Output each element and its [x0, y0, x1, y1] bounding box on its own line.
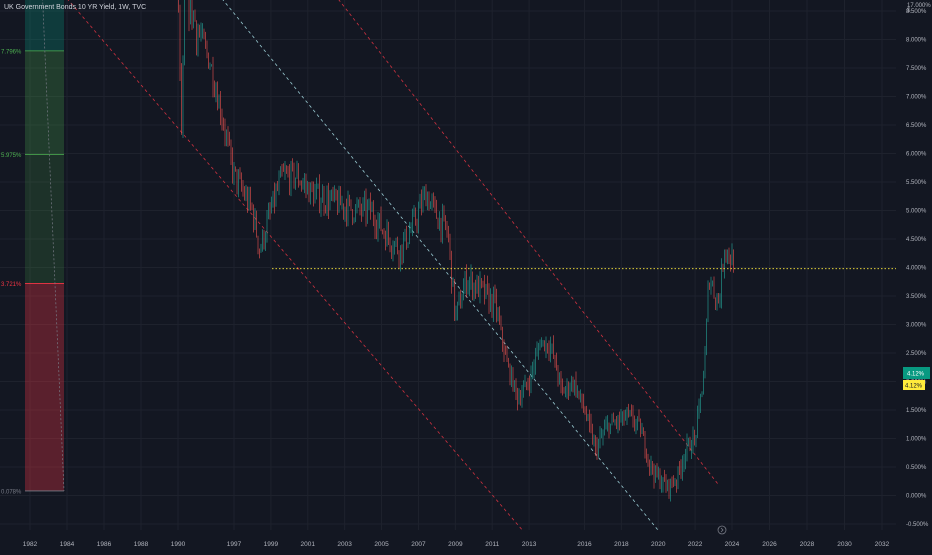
channel-lower-line [67, 0, 523, 530]
x-tick-label: 2022 [688, 541, 703, 548]
y-tick-label: 7.000% [906, 95, 927, 101]
y-tick-label: 4.000% [906, 266, 927, 272]
y-tick-label: 1.000% [906, 437, 927, 443]
y-tick-label: 2.500% [906, 351, 927, 357]
y-tick-label: 3.500% [906, 294, 927, 300]
fib-level-label: 7.796% [1, 49, 22, 55]
x-tick-label: 2030 [837, 541, 852, 548]
price-badges: 4.12% 4.12% [903, 367, 930, 390]
x-tick-label: 1982 [23, 541, 38, 548]
currency-icon[interactable]: $ [907, 8, 911, 14]
x-tick-label: 1988 [134, 541, 149, 548]
current-price-badge [903, 367, 930, 379]
x-tick-label: 1997 [227, 541, 242, 548]
price-scale[interactable] [896, 0, 932, 530]
y-tick-label: 5.500% [906, 180, 927, 186]
fib-trend-line [42, 0, 65, 491]
x-tick-label: 2007 [411, 541, 426, 548]
x-tick-label: 2032 [875, 541, 890, 548]
x-tick-label: 1984 [60, 541, 75, 548]
y-tick-label: 5.000% [906, 209, 927, 215]
y-tick-label: 0.500% [906, 465, 927, 471]
fib-band [25, 0, 64, 51]
y-tick-label: 6.000% [906, 152, 927, 158]
x-tick-label: 1986 [97, 541, 112, 548]
x-tick-label: 2001 [301, 541, 316, 548]
channel-middle-line [222, 0, 661, 533]
x-tick-label: 2005 [374, 541, 389, 548]
x-tick-label: 2018 [614, 541, 629, 548]
regression-channel[interactable] [24, 0, 719, 533]
x-tick-label: 1990 [171, 541, 186, 548]
fib-retracement[interactable]: 1.211%0.112%9.618%7.796%5.975%3.721%0.07… [1, 0, 65, 495]
x-tick-label: 2011 [485, 541, 499, 548]
price-scale-top-label: 17.000% [907, 3, 931, 9]
x-tick-label: 2009 [448, 541, 463, 548]
y-tick-label: -0.500% [906, 522, 929, 528]
fib-band [25, 154, 64, 284]
y-tick-label: 8.500% [906, 9, 927, 15]
goto-realtime-icon[interactable] [717, 525, 727, 535]
y-tick-label: 6.500% [906, 123, 927, 129]
fib-level-label: 5.975% [1, 153, 22, 159]
y-tick-label: 4.500% [906, 237, 927, 243]
time-scale[interactable] [0, 530, 932, 550]
fib-level-label: 0.078% [1, 489, 22, 495]
y-tick-label: 8.000% [906, 38, 927, 44]
y-tick-label: 3.000% [906, 323, 927, 329]
candle-series [178, 0, 734, 502]
x-tick-label: 2013 [522, 541, 537, 548]
y-tick-label: 0.000% [906, 494, 927, 500]
channel-upper-line [338, 0, 719, 485]
x-tick-label: 2028 [800, 541, 815, 548]
x-tick-label: 2016 [577, 541, 592, 548]
hline-price-badge [903, 380, 925, 390]
chart-title: UK Government Bonds 10 YR Yield, 1W, TVC [4, 4, 147, 11]
x-tick-label: 2020 [651, 541, 666, 548]
x-tick-label: 1999 [264, 541, 279, 548]
fib-band [25, 283, 64, 491]
fib-band [25, 50, 64, 155]
x-tick-label: 2003 [337, 541, 352, 548]
x-tick-label: 2026 [762, 541, 777, 548]
x-tick-label: 2024 [725, 541, 740, 548]
y-tick-label: 1.500% [906, 408, 927, 414]
hline-price-text: 4.12% [905, 384, 923, 390]
y-tick-label: 7.500% [906, 66, 927, 72]
time-scale-labels: 1982 1984 1986 1988 1990 1997 1999 2001 2003 2005… [23, 541, 890, 548]
current-price-text: 4.12% [907, 372, 925, 378]
fib-level-label: 3.721% [1, 282, 22, 288]
